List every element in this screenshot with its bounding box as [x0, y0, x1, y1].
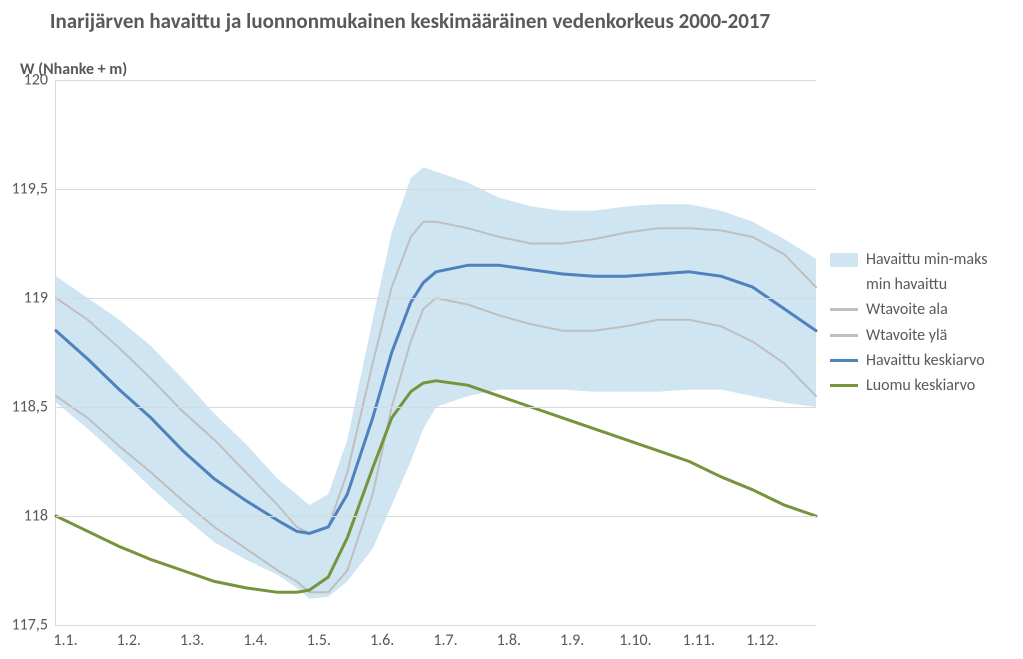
legend-item: Wtavoite ylä — [830, 326, 987, 345]
x-tick-label: 1.4. — [243, 631, 267, 650]
y-tick-label: 118,5 — [12, 398, 48, 417]
grid-line — [56, 298, 816, 299]
legend-label: Wtavoite ylä — [866, 326, 947, 345]
y-tick-label: 119 — [24, 289, 48, 308]
legend-line-icon — [830, 334, 858, 337]
legend-item: Havaittu keskiarvo — [830, 351, 987, 370]
x-tick-label: 1.5. — [307, 631, 331, 650]
x-tick-label: 1.10. — [619, 631, 651, 650]
legend-item: Luomu keskiarvo — [830, 376, 987, 395]
y-tick-label: 117,5 — [12, 616, 48, 635]
chart-container: Inarijärven havaittu ja luonnonmukainen … — [0, 0, 1023, 659]
legend-label: min havaittu — [866, 275, 947, 294]
legend-item: min havaittu — [830, 275, 987, 294]
grid-line — [56, 80, 816, 81]
y-tick-label: 119,5 — [12, 180, 48, 199]
chart-title: Inarijärven havaittu ja luonnonmukainen … — [0, 8, 820, 34]
grid-line — [56, 516, 816, 517]
x-tick-label: 1.1. — [53, 631, 77, 650]
legend-swatch — [830, 253, 858, 267]
grid-line — [56, 407, 816, 408]
legend-label: Havaittu keskiarvo — [866, 351, 985, 370]
x-tick-label: 1.12. — [746, 631, 778, 650]
x-tick-label: 1.9. — [560, 631, 584, 650]
legend: Havaittu min-maks min havaittu Wtavoite al… — [830, 250, 987, 401]
x-tick-label: 1.2. — [117, 631, 141, 650]
y-tick-label: 118 — [24, 507, 48, 526]
x-tick-label: 1.8. — [497, 631, 521, 650]
x-tick-label: 1.3. — [180, 631, 204, 650]
legend-label: Havaittu min-maks — [866, 250, 987, 269]
grid-line — [56, 625, 816, 626]
havaittu-min-maks-band — [56, 167, 816, 599]
legend-line-icon — [830, 308, 858, 311]
legend-item: Havaittu min-maks — [830, 250, 987, 269]
legend-label: Luomu keskiarvo — [866, 376, 975, 395]
legend-line-icon — [830, 384, 858, 387]
x-tick-label: 1.6. — [370, 631, 394, 650]
legend-label: Wtavoite ala — [866, 300, 948, 319]
legend-item: Wtavoite ala — [830, 300, 987, 319]
x-tick-label: 1.7. — [433, 631, 457, 650]
grid-line — [56, 189, 816, 190]
chart-svg — [56, 80, 816, 625]
x-tick-label: 1.11. — [683, 631, 715, 650]
legend-line-icon — [830, 359, 858, 362]
y-tick-label: 120 — [24, 71, 48, 90]
plot-area: 117,5118118,5119119,51201.1.1.2.1.3.1.4.… — [55, 80, 816, 626]
